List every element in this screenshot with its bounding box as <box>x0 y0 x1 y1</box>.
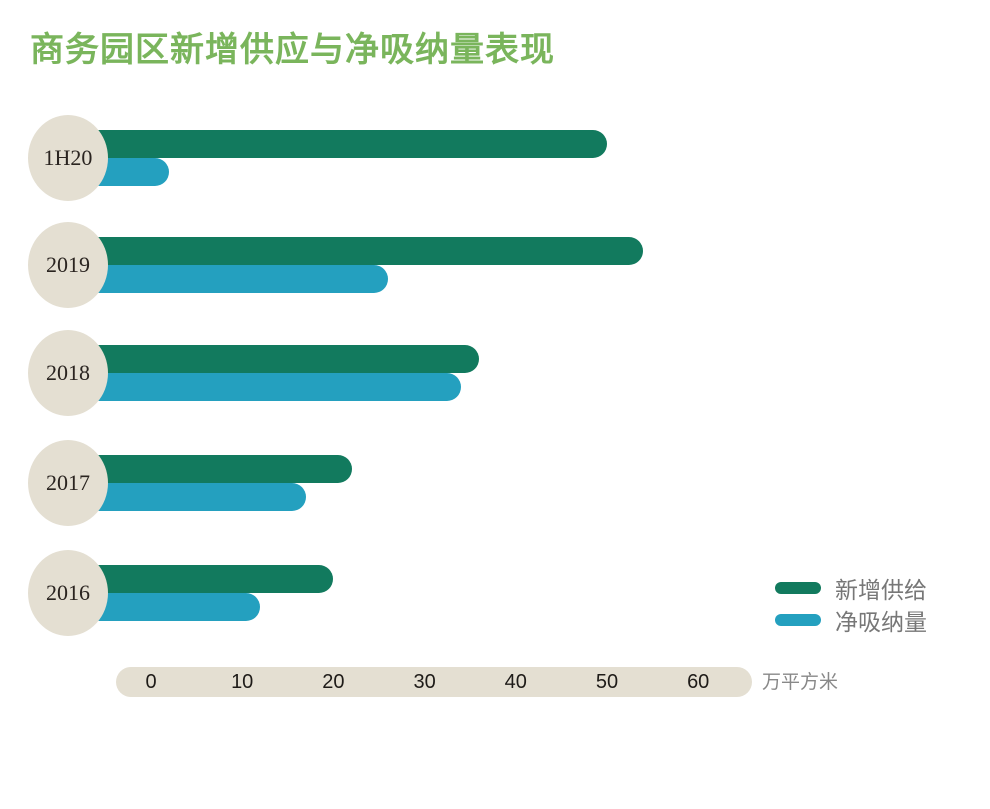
category-label-circle: 1H20 <box>28 115 108 201</box>
bar-supply <box>95 455 352 483</box>
legend-item-absorption: 净吸纳量 <box>775 603 927 637</box>
x-axis-tick: 20 <box>322 671 345 693</box>
x-axis-tick: 10 <box>231 671 254 693</box>
category-label-circle: 2018 <box>28 330 108 416</box>
bar-supply <box>95 345 480 373</box>
bar-absorption <box>95 373 462 401</box>
bar-group: 2016 <box>0 550 990 640</box>
x-axis-unit-label: 万平方米 <box>762 671 839 693</box>
x-axis-tick: 60 <box>687 671 710 693</box>
bar-supply <box>95 237 644 265</box>
legend-swatch-absorption <box>775 614 821 626</box>
bar-group: 1H20 <box>0 115 990 205</box>
legend-item-supply: 新增供给 <box>775 571 927 605</box>
category-label-circle: 2016 <box>28 550 108 636</box>
x-axis-tick: 30 <box>413 671 436 693</box>
category-label-circle: 2017 <box>28 440 108 526</box>
bar-absorption <box>95 483 307 511</box>
x-axis-tick: 50 <box>595 671 619 693</box>
bar-group: 2018 <box>0 330 990 420</box>
legend-swatch-supply <box>775 582 821 594</box>
bar-supply <box>95 565 334 593</box>
bar-absorption <box>95 593 261 621</box>
category-label-circle: 2019 <box>28 222 108 308</box>
legend-label-supply: 新增供给 <box>835 578 927 604</box>
bar-group: 2019 <box>0 222 990 312</box>
bar-supply <box>95 130 607 158</box>
x-axis-bar <box>116 667 752 697</box>
bar-group: 2017 <box>0 440 990 530</box>
x-axis-tick: 0 <box>145 671 157 693</box>
legend-label-absorption: 净吸纳量 <box>835 610 927 636</box>
x-axis-tick: 40 <box>504 671 527 693</box>
chart-title: 商务园区新增供应与净吸纳量表现 <box>30 30 555 70</box>
bar-absorption <box>95 265 389 293</box>
